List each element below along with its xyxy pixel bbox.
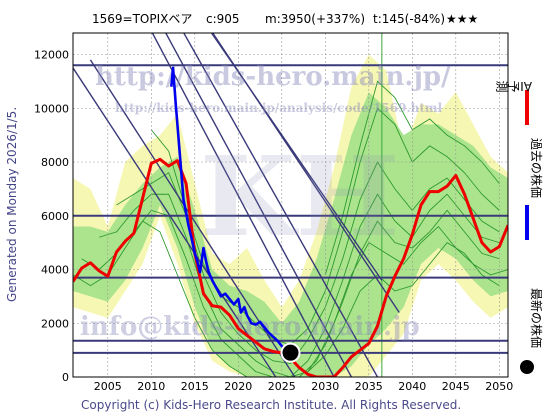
header-close: c:905 xyxy=(206,12,240,26)
trend-line-6 xyxy=(210,33,383,281)
x-tick-label: 2010 xyxy=(137,380,165,393)
x-tick-label: 2050 xyxy=(485,380,513,393)
x-tick-label: 2035 xyxy=(355,380,383,393)
legend-latest-swatch xyxy=(520,360,534,374)
projection-line-1 xyxy=(116,161,500,365)
generated-date: Generated on Monday 2026/1/5. xyxy=(5,107,19,302)
y-tick-label: 12000 xyxy=(34,49,69,62)
latest-price-marker xyxy=(280,342,301,363)
trend-line-3 xyxy=(73,67,277,377)
legend-latest-label: 最新の株価 xyxy=(529,288,544,348)
legend-past-label: 過去の株価 xyxy=(529,138,544,198)
header-stars: ★★★ xyxy=(446,12,478,26)
x-tick-label: 2040 xyxy=(398,380,426,393)
header-model: m:3950(+337%) xyxy=(265,12,365,26)
y-tick-label: 4000 xyxy=(41,264,69,277)
projection-line-4 xyxy=(73,220,508,377)
x-tick-label: 2020 xyxy=(224,380,252,393)
plot-clip-group: http://kids-hero.main.jp/http://kids-her… xyxy=(73,33,508,377)
series-past-price xyxy=(170,66,292,354)
x-tick-label: 2030 xyxy=(311,380,339,393)
watermark-logo: KH xyxy=(200,132,400,261)
copyright-text: Copyright (c) Kids-Hero Research Institu… xyxy=(81,398,461,412)
trend-line-1 xyxy=(151,33,335,377)
watermark-url: http://kids-hero.main.jp/ xyxy=(95,62,451,92)
x-tick-label: 2015 xyxy=(181,380,209,393)
x-tick-label: 2025 xyxy=(268,380,296,393)
y-tick-label: 0 xyxy=(62,371,69,384)
band-green-range xyxy=(73,92,508,377)
plot-area: http://kids-hero.main.jp/http://kids-her… xyxy=(34,32,513,393)
trend-line-0 xyxy=(165,33,353,377)
x-tick-label: 2045 xyxy=(442,380,470,393)
x-tick-label: 2005 xyxy=(94,380,122,393)
y-tick-label: 10000 xyxy=(34,102,69,115)
y-tick-label: 2000 xyxy=(41,317,69,330)
legend: AI予測 過去の株価 最新の株価 xyxy=(496,79,544,374)
header-target: t:145(-84%) xyxy=(373,12,445,26)
y-tick-label: 6000 xyxy=(41,210,69,223)
header-title: 1569=TOPIXベア xyxy=(92,12,192,26)
projection-line-6 xyxy=(307,242,500,372)
legend-ai-label: AI予測 xyxy=(496,79,532,93)
plot-frame xyxy=(72,32,509,378)
y-tick-label: 8000 xyxy=(41,156,69,169)
watermark-analysis-url: http://kids-hero.main.jp/analysis/code/1… xyxy=(115,101,443,115)
trend-line-4 xyxy=(183,33,379,377)
